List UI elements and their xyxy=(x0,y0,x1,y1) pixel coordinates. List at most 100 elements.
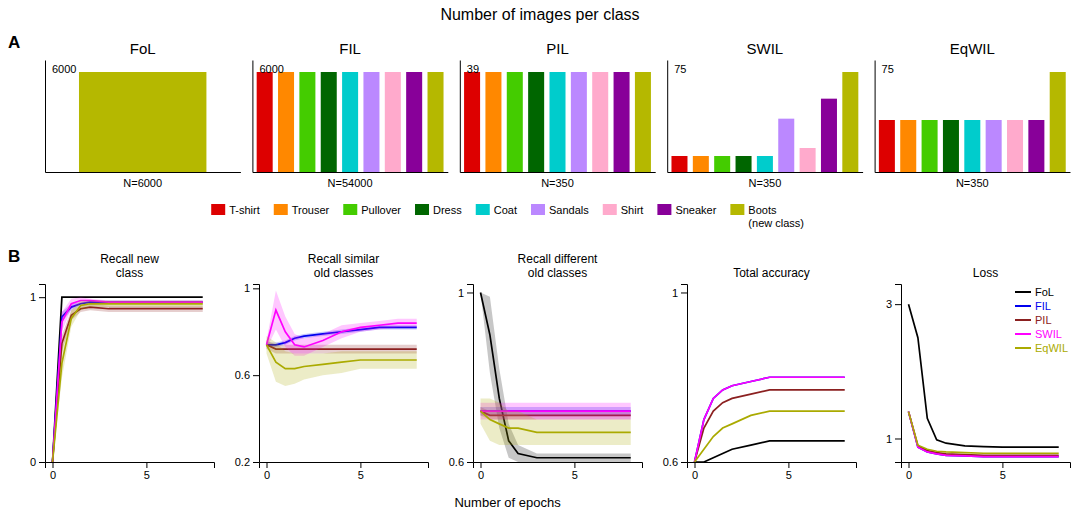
line xyxy=(909,412,1059,457)
tick-mark xyxy=(909,462,910,468)
panel-title: Loss xyxy=(973,266,998,280)
bar xyxy=(592,72,608,172)
std-band xyxy=(53,297,203,462)
std-band xyxy=(267,336,417,386)
tick-mark xyxy=(895,304,901,305)
tick-mark xyxy=(253,375,259,376)
line-panel: 0105Recall newclass xyxy=(30,252,215,481)
legend-item: Boots(new class) xyxy=(730,204,804,229)
bar-panel: PIL39N=350 xyxy=(460,40,655,189)
lines xyxy=(695,377,845,462)
axis-line xyxy=(667,61,668,173)
panel-title: Total accuracy xyxy=(733,266,810,280)
tick-mark xyxy=(695,462,696,468)
panel-title: SWIL xyxy=(747,40,784,57)
tick: 0.6 xyxy=(449,456,473,468)
legend-swatch xyxy=(211,204,225,215)
bar xyxy=(321,72,337,172)
text-line: Pullover xyxy=(361,204,401,216)
text-line: Recall different xyxy=(518,252,598,266)
tick: 1 xyxy=(30,291,45,303)
panel-title: FIL xyxy=(339,40,361,57)
bar xyxy=(635,72,651,172)
line-panel: 0.6105Total accuracy xyxy=(663,266,857,481)
legend-swatch xyxy=(1015,305,1031,307)
axis-title: N=6000 xyxy=(123,177,162,189)
text-line: Dress xyxy=(433,204,462,216)
panel-title: EqWIL xyxy=(950,40,995,57)
bar xyxy=(79,72,206,172)
std-band xyxy=(53,300,203,462)
line-panel: 0.6105Recall differentold classes xyxy=(449,252,643,481)
bars xyxy=(879,72,1066,172)
tick: 1 xyxy=(244,282,259,294)
legend-label: Sneaker xyxy=(675,204,716,216)
axis: 13 xyxy=(886,285,902,463)
panel-letter: B xyxy=(8,247,20,266)
panel-letter: A xyxy=(8,33,20,52)
text-line: Sneaker xyxy=(675,204,716,216)
tick-label: 0 xyxy=(478,469,484,481)
tick-mark xyxy=(39,462,45,463)
tick: 0 xyxy=(692,462,698,481)
tick-mark xyxy=(895,438,901,439)
axis xyxy=(875,172,1070,173)
text-line: old classes xyxy=(314,266,373,280)
tick-mark xyxy=(253,462,259,463)
legend-label: Trouser xyxy=(292,204,330,216)
bar xyxy=(1007,120,1023,172)
tick-label: 0 xyxy=(906,469,912,481)
legend-swatch xyxy=(476,204,490,215)
tick-label: 5 xyxy=(358,469,364,481)
legend-item: Dress xyxy=(415,204,462,216)
legend-swatch xyxy=(343,204,357,215)
legend-swatch xyxy=(1015,319,1031,321)
axis xyxy=(46,172,241,173)
bar xyxy=(693,156,709,172)
axis: 0.61 xyxy=(663,285,688,469)
line xyxy=(909,412,1059,457)
legend-item: Trouser xyxy=(274,204,330,216)
bar xyxy=(385,72,401,172)
tick: 0.6 xyxy=(235,369,259,381)
tick-label: 0.6 xyxy=(449,456,464,468)
text-line: Total accuracy xyxy=(733,266,810,280)
axis xyxy=(45,61,46,173)
line xyxy=(695,390,845,462)
tick-label: 1 xyxy=(672,286,678,298)
tick-mark xyxy=(53,462,54,468)
tick: 0 xyxy=(478,462,484,481)
bar xyxy=(1028,120,1044,172)
tick-mark xyxy=(788,462,789,468)
legend-label: SWIL xyxy=(1035,328,1062,340)
legend-swatch xyxy=(531,204,545,215)
axis-line xyxy=(46,463,215,469)
legend-label: Shirt xyxy=(621,204,644,216)
line xyxy=(909,412,1059,454)
bar xyxy=(736,156,752,172)
axis-line xyxy=(875,61,876,173)
line xyxy=(481,411,631,432)
std-band xyxy=(53,297,203,462)
bar xyxy=(986,120,1002,172)
text-line: Trouser xyxy=(292,204,330,216)
tick-label: 1 xyxy=(244,282,250,294)
text-line: old classes xyxy=(528,266,587,280)
tick-mark xyxy=(467,462,473,463)
lines xyxy=(53,297,203,462)
text-line: class xyxy=(116,266,143,280)
axis-line xyxy=(902,463,1071,469)
tick-label: 0 xyxy=(264,469,270,481)
legend-swatch xyxy=(657,204,671,215)
figure-title: Number of images per class xyxy=(440,6,639,23)
annotation: 6000 xyxy=(259,63,283,75)
std-band xyxy=(53,304,203,462)
bar xyxy=(1050,72,1066,172)
legend-item: Pullover xyxy=(343,204,401,216)
legend-label: Dress xyxy=(433,204,462,216)
axis-line xyxy=(474,463,643,469)
axis: 01 xyxy=(30,285,46,469)
bar xyxy=(879,120,895,172)
axis-line xyxy=(467,285,474,463)
legend-item: Shirt xyxy=(603,204,644,216)
